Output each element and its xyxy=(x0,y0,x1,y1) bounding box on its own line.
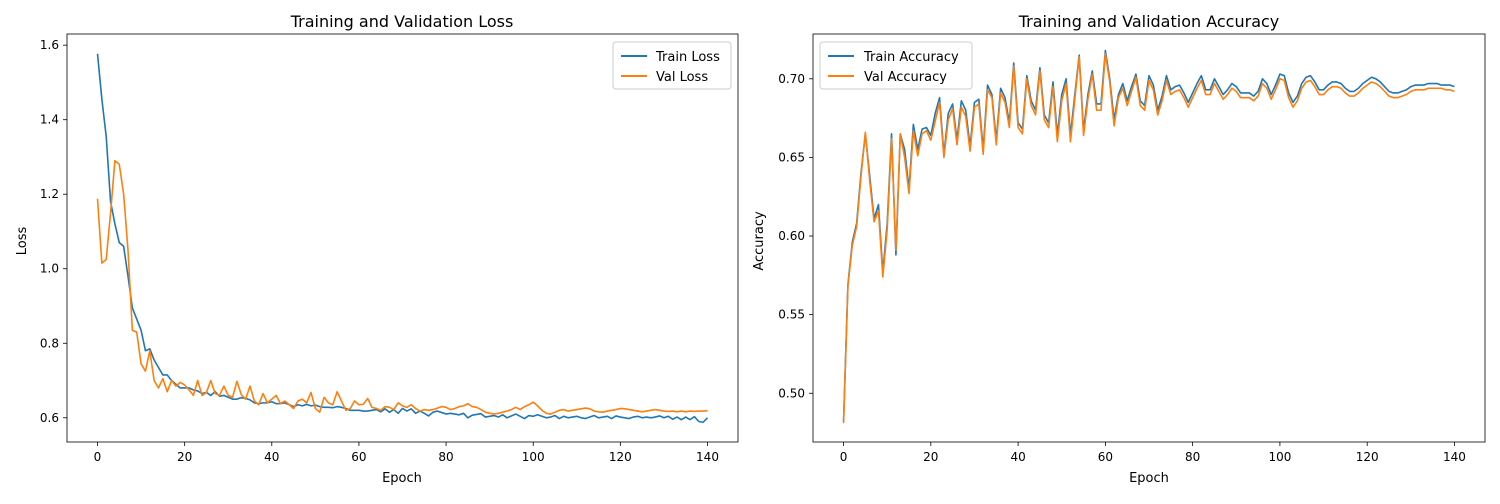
accuracy-x-tick-label: 0 xyxy=(840,450,848,464)
loss-x-tick-label: 140 xyxy=(696,450,719,464)
accuracy-x-tick-label: 100 xyxy=(1268,450,1291,464)
loss-chart-ticks: 0 20 40 60 80 100 120 140 0.6 0.8 1.0 1.2 1.4 1.6 xyxy=(40,38,719,464)
loss-x-tick-label: 80 xyxy=(438,450,453,464)
loss-chart-title: Training and Validation Loss xyxy=(290,12,514,31)
accuracy-legend-label-train: Train Accuracy xyxy=(863,50,959,65)
accuracy-chart-legend: Train Accuracy Val Accuracy xyxy=(819,41,973,90)
accuracy-y-tick-label: 0.70 xyxy=(778,72,805,86)
accuracy-chart-ylabel: Accuracy xyxy=(752,211,767,271)
loss-chart-series xyxy=(96,53,709,424)
accuracy-chart: Training and Validation Accuracy Epoch A… xyxy=(752,12,1486,486)
accuracy-y-tick-label: 0.65 xyxy=(778,150,805,164)
loss-chart: Training and Validation Loss Epoch Loss … xyxy=(15,12,739,486)
accuracy-x-tick-label: 40 xyxy=(1010,450,1025,464)
loss-y-tick-label: 1.0 xyxy=(40,262,59,276)
accuracy-x-tick-label: 20 xyxy=(923,450,938,464)
loss-legend-label-val: Val Loss xyxy=(656,70,708,85)
accuracy-x-tick-label: 140 xyxy=(1443,450,1466,464)
accuracy-series-line-val xyxy=(842,52,1455,424)
accuracy-y-tick-label: 0.60 xyxy=(778,229,805,243)
accuracy-y-tick-label: 0.55 xyxy=(778,308,805,322)
loss-x-tick-label: 20 xyxy=(177,450,192,464)
accuracy-chart-legend-box xyxy=(819,41,973,90)
loss-y-tick-label: 0.6 xyxy=(40,411,59,425)
loss-x-tick-label: 40 xyxy=(264,450,279,464)
accuracy-chart-series xyxy=(842,49,1455,424)
accuracy-x-tick-label: 80 xyxy=(1185,450,1200,464)
loss-legend-label-train: Train Loss xyxy=(655,50,720,65)
loss-chart-ylabel: Loss xyxy=(15,227,30,256)
loss-chart-xlabel: Epoch xyxy=(382,471,422,486)
loss-chart-legend: Train Loss Val Loss xyxy=(612,41,732,90)
loss-y-tick-label: 0.8 xyxy=(40,336,59,350)
accuracy-x-tick-label: 60 xyxy=(1098,450,1113,464)
loss-x-tick-label: 100 xyxy=(522,450,545,464)
accuracy-chart-ticks: 0 20 40 60 80 100 120 140 0.50 0.55 0.60 0.65 0.70 xyxy=(778,72,1466,464)
loss-x-tick-label: 120 xyxy=(609,450,632,464)
accuracy-chart-title: Training and Validation Accuracy xyxy=(1018,12,1280,31)
loss-x-tick-label: 0 xyxy=(94,450,102,464)
accuracy-chart-axes-frame xyxy=(812,33,1486,443)
loss-chart-axes-frame xyxy=(66,33,739,443)
loss-y-tick-label: 1.4 xyxy=(40,113,59,127)
accuracy-x-tick-label: 120 xyxy=(1356,450,1379,464)
loss-series-line-val xyxy=(96,159,708,415)
loss-chart-legend-box xyxy=(612,41,732,90)
accuracy-y-tick-label: 0.50 xyxy=(778,386,805,400)
accuracy-legend-label-val: Val Accuracy xyxy=(864,70,947,85)
loss-y-tick-label: 1.2 xyxy=(40,187,59,201)
loss-series-line-train xyxy=(96,53,709,424)
accuracy-chart-xlabel: Epoch xyxy=(1129,471,1169,486)
loss-y-tick-label: 1.6 xyxy=(40,38,59,52)
loss-x-tick-label: 60 xyxy=(351,450,366,464)
